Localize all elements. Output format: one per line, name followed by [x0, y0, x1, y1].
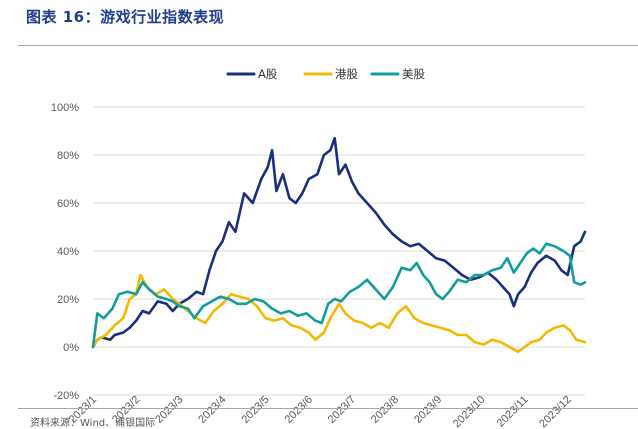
bottom-rule: [18, 408, 638, 409]
series-line-3: [91, 242, 587, 349]
y-tick-label: 40%: [57, 246, 79, 258]
legend-label: A股: [258, 67, 278, 81]
series-line-1: [91, 136, 587, 349]
y-tick-label: 80%: [57, 150, 79, 162]
y-axis-ticks: -20% 0% 20% 40% 60% 80% 100%: [51, 102, 79, 402]
x-tick-label: 2023/12: [537, 394, 574, 428]
y-tick-label: -20%: [53, 390, 79, 402]
x-tick-label: 2023/8: [369, 394, 401, 426]
series-line-2: [91, 273, 587, 354]
y-tick-label: 0%: [63, 342, 79, 354]
x-tick-label: 2023/4: [196, 394, 228, 426]
chart-grid: [93, 106, 585, 396]
chart-title: 图表 16：游戏行业指数表现: [26, 8, 225, 26]
y-tick-label: 100%: [51, 102, 79, 114]
x-tick-label: 2023/11: [495, 394, 531, 428]
chart-series: [91, 136, 587, 354]
x-tick-label: 2023/5: [239, 394, 271, 426]
x-tick-label: 2023/7: [326, 394, 358, 426]
legend-label: 美股: [402, 67, 425, 81]
x-tick-label: 2023/9: [412, 394, 444, 426]
source-note: 资料来源：Wind、浦银国际: [30, 418, 156, 429]
x-tick-label: 2023/3: [153, 394, 185, 426]
chart-legend: A股 港股 美股: [226, 67, 425, 81]
top-rule: [18, 45, 638, 46]
y-tick-label: 60%: [57, 198, 79, 210]
x-tick-label: 2023/10: [451, 394, 488, 428]
x-tick-label: 2023/6: [283, 394, 315, 426]
y-tick-label: 20%: [57, 294, 79, 306]
legend-label: 港股: [335, 67, 358, 81]
